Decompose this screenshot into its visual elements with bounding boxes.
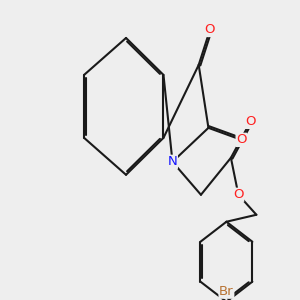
Text: O: O bbox=[236, 133, 247, 146]
Text: N: N bbox=[168, 155, 177, 168]
Text: O: O bbox=[205, 23, 215, 37]
Text: Br: Br bbox=[219, 285, 234, 298]
Text: O: O bbox=[233, 188, 244, 201]
Text: O: O bbox=[245, 116, 256, 128]
